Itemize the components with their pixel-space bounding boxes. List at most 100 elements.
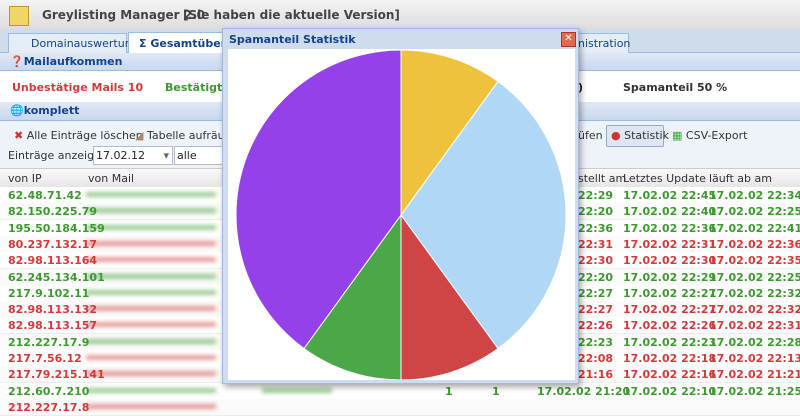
panel-title-text: komplett: [23, 104, 80, 117]
cell: 62.48.71.42: [8, 189, 82, 202]
blurred-mail: [86, 273, 216, 279]
cell: 22:30: [578, 254, 614, 268]
toolbar-button[interactable]: ▦ CSV-Export: [672, 129, 748, 142]
column-header: läuft ab am: [709, 172, 772, 185]
panel-title: ❓Mailaufkommen: [10, 55, 123, 68]
cell: 17.02.02 22:26: [623, 319, 717, 333]
cell: 17.02.02 22:36: [709, 237, 800, 251]
cell: 17.02.02 22:31: [623, 237, 717, 251]
filter-label: Einträge anzeigen:: [8, 149, 112, 162]
tab-active[interactable]: Σ Gesamtübersic: [128, 32, 243, 54]
dialog: Spamanteil Statistik ✕: [222, 28, 579, 384]
tab[interactable]: nistration: [578, 33, 631, 53]
cell: 17.02.02 22:29: [623, 270, 717, 284]
column-header: Letztes Update: [623, 172, 706, 185]
blurred-mail: [86, 403, 216, 409]
tab-text: Gesamtübersic: [150, 37, 243, 50]
cell: 82.98.113.164: [8, 254, 98, 268]
pie-slice: [400, 213, 499, 380]
cell: 22:20: [578, 205, 614, 219]
toolbar-button[interactable]: üfen: [578, 129, 603, 142]
cell: 17.02.02 22:10: [623, 384, 717, 398]
cell: 22:08: [578, 352, 614, 365]
cell: 17.02.02 22:28: [709, 335, 800, 349]
cell: 195.50.184.159: [8, 221, 105, 235]
cell: 1: [492, 384, 500, 398]
cell: 212.227.17.9: [8, 335, 90, 349]
cell: 82.98.113.132: [8, 303, 98, 317]
blurred-mail: [86, 289, 216, 295]
pie-slice: [400, 80, 567, 350]
cell: 22:27: [578, 286, 614, 300]
cell: 17.02.02 22:32: [709, 286, 800, 300]
app-icon: [9, 6, 29, 26]
dialog-title: Spamanteil Statistik: [229, 33, 356, 46]
cell: 22:29: [578, 189, 614, 202]
cell: 17.02.02 22:13: [709, 352, 800, 365]
cell: 62.245.134.101: [8, 270, 105, 284]
cell: 17.02.02 22:27: [623, 286, 717, 300]
blurred-mail: [86, 306, 216, 312]
blurred-mail: [86, 355, 216, 360]
pie-slice: [400, 49, 499, 217]
blurred-mail: [86, 257, 216, 263]
cell: 17.02.02 22:40: [623, 205, 717, 219]
stat: ): [578, 81, 584, 94]
toolbar-button[interactable]: ✖ Alle Einträge löschen: [14, 129, 143, 142]
tab-label: nistration: [578, 37, 631, 50]
date-select[interactable]: 17.02.12 ▾: [93, 146, 173, 165]
button-label: Alle Einträge löschen: [26, 129, 143, 142]
cell: 17.02.02 22:34: [709, 189, 800, 202]
blurred-mail: [86, 208, 216, 214]
tab-label: Σ Gesamtübersic: [139, 37, 243, 50]
blurred-mail: [86, 371, 216, 377]
cell: 217.7.56.12: [8, 352, 82, 365]
pie-slice: [235, 49, 402, 350]
cell: 17.02.02 21:20: [537, 384, 631, 398]
blurred-mail: [86, 338, 216, 344]
cell: 17.02.02 22:23: [623, 335, 717, 349]
column-header: von Mail: [88, 172, 135, 185]
blurred-mail: [86, 387, 216, 393]
blurred-mail: [86, 240, 216, 246]
cell: 17.02.02 21:21: [709, 368, 800, 382]
blurred-mail: [86, 224, 216, 230]
stats-button[interactable]: ● Statistik: [606, 125, 669, 147]
cell: 17.02.02 22:25: [709, 270, 800, 284]
column-header: von IP: [8, 172, 42, 185]
cell: 22:31: [578, 237, 614, 251]
cell: 21:16: [578, 368, 614, 382]
cell: 212.60.7.210: [8, 384, 90, 398]
stat: Unbestätige Mails 10: [12, 81, 144, 94]
button-label: Statistik: [624, 129, 669, 142]
table-row: 212.227.17.8: [0, 398, 800, 416]
cell: 22:23: [578, 335, 614, 349]
version-note: [Sie haben die aktuelle Version]: [183, 8, 400, 22]
cell: 22:20: [578, 270, 614, 284]
toolbar-button[interactable]: ◢ Tabelle aufräume: [135, 129, 243, 142]
cell: 17.02.02 21:25: [709, 384, 800, 398]
panel-title: 🌐komplett: [10, 104, 80, 117]
cell: 82.150.225.79: [8, 205, 98, 219]
button-label: CSV-Export: [685, 129, 748, 142]
cell: 212.227.17.8: [8, 400, 90, 414]
cell: 22:26: [578, 319, 614, 333]
cell: 80.237.132.17: [8, 237, 98, 251]
table-body: 62.48.71.42 22:29 17.02.02 22:45 17.02.02 2…: [0, 187, 800, 416]
tab[interactable]: Domainauswertung: [8, 33, 139, 53]
cell: 17.02.02 22:30: [623, 254, 717, 268]
blurred-mail: [86, 192, 216, 197]
close-button[interactable]: ✕: [561, 32, 576, 47]
cell: 17.02.02 22:16: [623, 368, 717, 382]
cell: 17.02.02 22:31: [709, 319, 800, 333]
scope-select[interactable]: alle: [174, 146, 224, 165]
cell: 22:36: [578, 221, 614, 235]
cell: 217.79.215.141: [8, 368, 105, 382]
app-title: Greylisting Manager 2.0: [42, 8, 206, 22]
cell: 17.02.02 22:36: [623, 221, 717, 235]
cell: 17.02.02 22:41: [709, 221, 800, 235]
blurred-mail: [262, 387, 332, 393]
column-header: stellt am: [578, 172, 627, 185]
cell: 17.02.02 22:18: [623, 352, 717, 365]
